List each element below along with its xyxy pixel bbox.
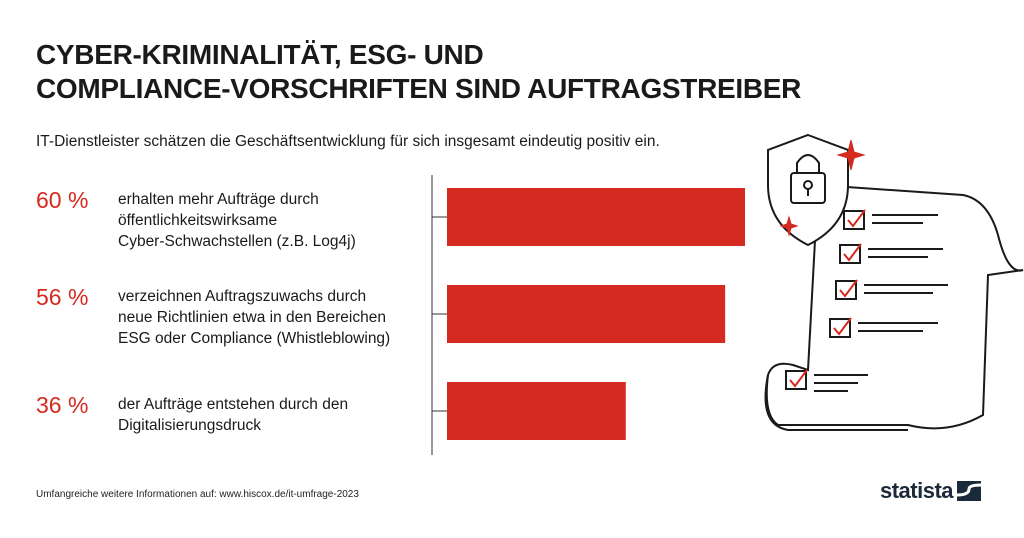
checkbox-icon xyxy=(829,317,938,338)
category-label: der Aufträge entstehen durch den Digitali… xyxy=(118,396,349,434)
bar xyxy=(447,285,726,343)
category-label: erhalten mehr Aufträge durch öffentlichke… xyxy=(118,191,356,250)
title-line: COMPLIANCE-VORSCHRIFTEN SIND AUFTRAGSTRE… xyxy=(36,73,802,104)
source-footer: Umfangreiche weitere Informationen auf: … xyxy=(36,489,359,500)
checkbox-icon xyxy=(839,243,943,264)
bar xyxy=(447,382,626,440)
checkbox-icon xyxy=(835,279,948,300)
checkbox-icon xyxy=(843,209,938,230)
checkbox-icon xyxy=(785,369,868,392)
bar-chart xyxy=(431,175,745,455)
chart-title: CYBER-KRIMINALITÄT, ESG- UND COMPLIANCE-V… xyxy=(36,38,801,106)
value-label: 60 % xyxy=(36,187,89,213)
statista-logo: statista xyxy=(880,478,982,504)
value-label: 56 % xyxy=(36,284,89,310)
title-line: CYBER-KRIMINALITÄT, ESG- UND xyxy=(36,39,484,70)
statista-logo-icon xyxy=(957,481,982,501)
subtitle: IT-Dienstleister schätzen die Geschäftse… xyxy=(36,133,660,150)
value-label: 36 % xyxy=(36,392,89,418)
bar xyxy=(447,188,745,246)
category-label: verzeichnen Auftragszuwachs durch neue Ri… xyxy=(118,288,391,347)
document-shield-illustration xyxy=(764,133,1024,431)
